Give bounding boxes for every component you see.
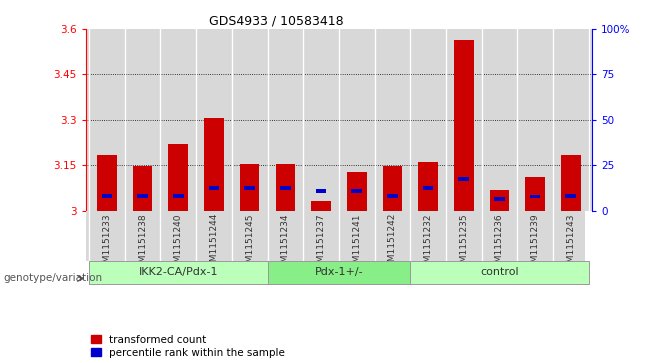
Bar (240, 164, 259, 211)
Bar (387, 194, 397, 198)
Text: IKK2-CA/Pdx-1: IKK2-CA/Pdx-1 (139, 267, 218, 277)
Text: GSM1151245: GSM1151245 (245, 213, 254, 274)
Text: GSM1151235: GSM1151235 (459, 213, 468, 274)
Text: GSM1151232: GSM1151232 (424, 213, 432, 274)
Bar (454, 40, 474, 211)
Text: GSM1151240: GSM1151240 (174, 213, 183, 274)
Bar (565, 194, 576, 198)
Bar (418, 162, 438, 211)
Bar (209, 186, 219, 190)
Text: GSM1151244: GSM1151244 (209, 213, 218, 273)
Text: GSM1151239: GSM1151239 (530, 213, 540, 274)
Bar (410, 261, 589, 284)
Bar (138, 194, 148, 198)
Text: genotype/variation: genotype/variation (3, 273, 103, 283)
Text: GDS4933 / 10583418: GDS4933 / 10583418 (209, 15, 343, 28)
Bar (133, 166, 153, 211)
Text: GSM1151241: GSM1151241 (352, 213, 361, 274)
Bar (268, 261, 410, 284)
Bar (89, 261, 268, 284)
Bar (494, 197, 505, 201)
Text: GSM1151238: GSM1151238 (138, 213, 147, 274)
Bar (530, 195, 540, 199)
Text: GSM1151243: GSM1151243 (567, 213, 575, 274)
Bar (351, 189, 362, 193)
Bar (561, 155, 580, 211)
Text: GSM1151242: GSM1151242 (388, 213, 397, 273)
Bar (347, 172, 367, 211)
Bar (97, 155, 116, 211)
Legend: transformed count, percentile rank within the sample: transformed count, percentile rank withi… (91, 335, 286, 358)
Text: GSM1151236: GSM1151236 (495, 213, 504, 274)
Text: GSM1151237: GSM1151237 (316, 213, 326, 274)
Bar (490, 190, 509, 211)
Bar (316, 189, 326, 193)
Bar (204, 118, 224, 211)
Bar (276, 164, 295, 211)
Text: GSM1151234: GSM1151234 (281, 213, 290, 274)
Bar (244, 186, 255, 190)
Bar (173, 194, 184, 198)
Bar (459, 177, 469, 181)
Bar (525, 177, 545, 211)
Bar (168, 144, 188, 211)
Text: GSM1151233: GSM1151233 (103, 213, 111, 274)
Bar (382, 166, 402, 211)
Bar (311, 201, 331, 211)
Bar (280, 186, 291, 190)
Text: control: control (480, 267, 519, 277)
Bar (422, 186, 434, 190)
Bar (101, 194, 113, 198)
Text: Pdx-1+/-: Pdx-1+/- (315, 267, 363, 277)
